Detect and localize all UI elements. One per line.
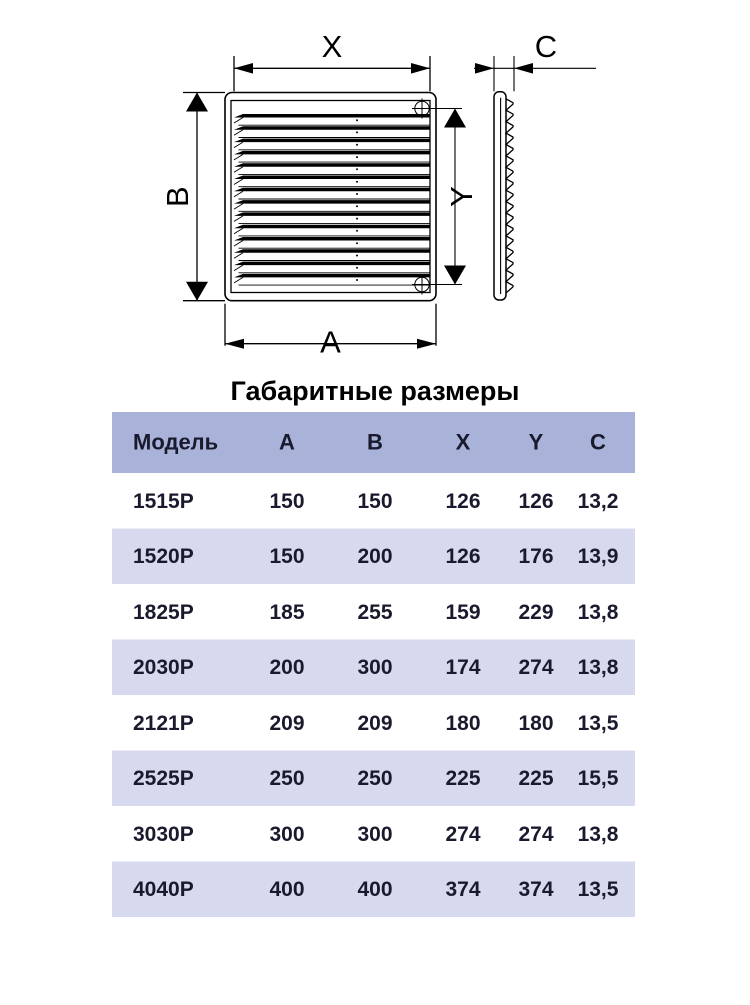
svg-text:13,9: 13,9 bbox=[578, 545, 619, 568]
svg-text:400: 400 bbox=[269, 878, 304, 901]
svg-text:Y: Y bbox=[444, 186, 479, 207]
svg-text:180: 180 bbox=[518, 712, 553, 735]
svg-text:X: X bbox=[322, 29, 343, 64]
svg-text:176: 176 bbox=[518, 545, 553, 568]
svg-text:225: 225 bbox=[445, 767, 480, 790]
svg-text:200: 200 bbox=[269, 656, 304, 679]
svg-text:Габаритные размеры: Габаритные размеры bbox=[231, 376, 520, 406]
svg-text:13,8: 13,8 bbox=[578, 601, 619, 624]
svg-text:3030Р: 3030Р bbox=[133, 823, 194, 846]
svg-text:300: 300 bbox=[357, 823, 392, 846]
svg-text:13,5: 13,5 bbox=[578, 878, 619, 901]
svg-text:250: 250 bbox=[269, 767, 304, 790]
svg-text:159: 159 bbox=[445, 601, 480, 624]
svg-text:B: B bbox=[160, 186, 195, 207]
svg-text:250: 250 bbox=[357, 767, 392, 790]
svg-text:2121Р: 2121Р bbox=[133, 712, 194, 735]
svg-text:A: A bbox=[320, 325, 341, 360]
svg-text:400: 400 bbox=[357, 878, 392, 901]
svg-text:229: 229 bbox=[518, 601, 553, 624]
svg-text:126: 126 bbox=[445, 490, 480, 513]
svg-text:1520Р: 1520Р bbox=[133, 545, 194, 568]
svg-text:374: 374 bbox=[518, 878, 553, 901]
svg-text:A: A bbox=[279, 430, 295, 455]
svg-text:126: 126 bbox=[518, 490, 553, 513]
svg-text:С: С bbox=[535, 29, 557, 64]
svg-text:185: 185 bbox=[269, 601, 304, 624]
svg-text:225: 225 bbox=[518, 767, 553, 790]
svg-text:274: 274 bbox=[518, 656, 553, 679]
svg-text:15,5: 15,5 bbox=[578, 767, 619, 790]
svg-text:1825Р: 1825Р bbox=[133, 601, 194, 624]
svg-text:13,5: 13,5 bbox=[578, 712, 619, 735]
svg-text:150: 150 bbox=[357, 490, 392, 513]
svg-text:4040Р: 4040Р bbox=[133, 878, 194, 901]
svg-text:13,8: 13,8 bbox=[578, 823, 619, 846]
svg-text:300: 300 bbox=[357, 656, 392, 679]
svg-text:126: 126 bbox=[445, 545, 480, 568]
svg-text:174: 174 bbox=[445, 656, 480, 679]
svg-text:374: 374 bbox=[445, 878, 480, 901]
svg-text:C: C bbox=[590, 430, 606, 455]
svg-text:13,2: 13,2 bbox=[578, 490, 619, 513]
svg-text:Y: Y bbox=[529, 430, 544, 455]
svg-text:X: X bbox=[456, 430, 471, 455]
svg-text:274: 274 bbox=[518, 823, 553, 846]
svg-text:B: B bbox=[367, 430, 383, 455]
svg-text:180: 180 bbox=[445, 712, 480, 735]
svg-text:200: 200 bbox=[357, 545, 392, 568]
svg-text:1515Р: 1515Р bbox=[133, 490, 194, 513]
svg-text:209: 209 bbox=[357, 712, 392, 735]
svg-text:2525Р: 2525Р bbox=[133, 767, 194, 790]
svg-text:13,8: 13,8 bbox=[578, 656, 619, 679]
svg-text:150: 150 bbox=[269, 490, 304, 513]
svg-text:274: 274 bbox=[445, 823, 480, 846]
svg-text:209: 209 bbox=[269, 712, 304, 735]
svg-text:Модель: Модель bbox=[133, 430, 218, 455]
svg-text:2030Р: 2030Р bbox=[133, 656, 194, 679]
svg-text:150: 150 bbox=[269, 545, 304, 568]
svg-text:255: 255 bbox=[357, 601, 392, 624]
svg-text:300: 300 bbox=[269, 823, 304, 846]
